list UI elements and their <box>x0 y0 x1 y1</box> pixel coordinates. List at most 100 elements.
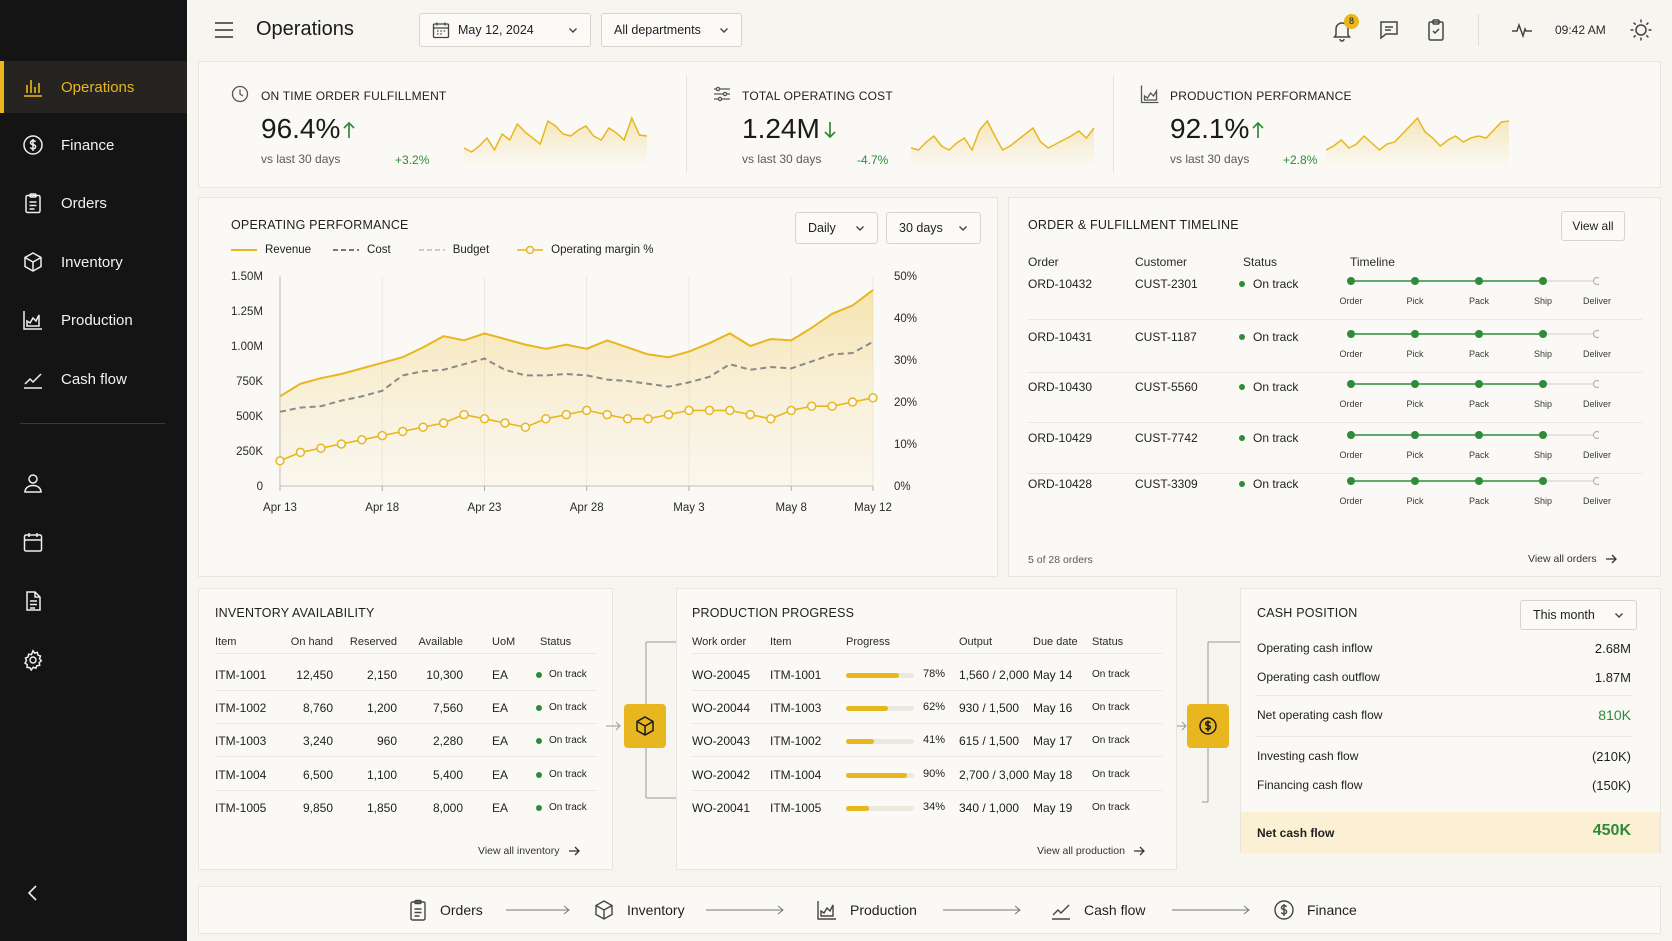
customer-id: CUST-7742 <box>1135 431 1198 445</box>
column-header: Timeline <box>1350 255 1395 269</box>
customer-id: CUST-5560 <box>1135 380 1198 394</box>
flow-step-orders[interactable]: Orders <box>408 899 483 921</box>
period-value: Daily <box>808 221 836 235</box>
stage-complete-dot <box>1539 431 1547 439</box>
status-dot <box>536 671 542 678</box>
margin-point <box>602 409 612 420</box>
factory-chart-icon <box>817 901 836 920</box>
sparkline-line <box>1326 116 1510 151</box>
date-picker[interactable]: May 12, 2024 <box>419 13 591 47</box>
notifications-button[interactable]: 8 <box>1331 14 1359 42</box>
collapse-chevron-icon[interactable] <box>22 882 44 904</box>
status-label: On track <box>1253 431 1299 445</box>
sun-icon[interactable] <box>1629 18 1653 42</box>
stage-label: Ship <box>1533 496 1553 506</box>
flow-step-production[interactable]: Production <box>816 899 917 921</box>
department-select[interactable]: All departments <box>601 13 742 47</box>
margin-point <box>418 422 428 432</box>
cash-row-value: (150K) <box>1591 778 1631 793</box>
cash-row-value: 1.87M <box>1594 670 1631 685</box>
order-id[interactable]: ORD-10431 <box>1028 330 1093 344</box>
view-all-production-link[interactable]: View all production <box>1037 845 1145 857</box>
flow-step-finance[interactable]: Finance <box>1273 899 1357 921</box>
output-value: 930 / 1,500 <box>959 701 1020 715</box>
work-order-id[interactable]: WO-20041 <box>692 801 751 815</box>
sidebar-item-production[interactable]: Production <box>0 294 187 346</box>
clipboard-check-icon[interactable] <box>1425 18 1447 42</box>
period-select[interactable]: Daily <box>795 212 878 244</box>
margin-point <box>684 405 694 416</box>
net-cash-flow-label: Net cash flow <box>1257 826 1335 840</box>
chevron-down-icon <box>856 226 864 231</box>
sparkline-area <box>464 118 647 168</box>
trend-line-icon <box>1052 904 1070 920</box>
row-divider <box>215 756 597 757</box>
inventory-cell: 2,150 <box>366 668 397 682</box>
order-id[interactable]: ORD-10428 <box>1028 477 1093 491</box>
work-order-id[interactable]: WO-20043 <box>692 734 751 748</box>
box-icon <box>636 716 654 736</box>
row-divider <box>1028 372 1642 373</box>
margin-point <box>377 430 387 441</box>
column-header: Order <box>1028 255 1059 269</box>
view-all-orders-link[interactable]: View all orders <box>1528 553 1617 565</box>
calendar-icon[interactable] <box>22 531 44 553</box>
progress-bar <box>846 773 914 778</box>
column-header: Item <box>215 636 237 648</box>
menu-icon[interactable] <box>213 20 235 40</box>
flow-step-cash-flow[interactable]: Cash flow <box>1050 899 1145 921</box>
margin-point <box>397 426 408 437</box>
top-bar: Operations May 12, 2024 All departments … <box>187 0 1672 60</box>
stage-complete-dot <box>1475 477 1483 485</box>
clipboard-icon <box>25 193 41 214</box>
sidebar-item-cash-flow[interactable]: Cash flow <box>0 353 187 405</box>
range-select[interactable]: 30 days <box>886 212 981 244</box>
order-id[interactable]: ORD-10432 <box>1028 277 1093 291</box>
work-order-id[interactable]: WO-20044 <box>692 701 751 715</box>
revenue-line <box>279 289 874 398</box>
cash-row-label: Operating cash inflow <box>1257 641 1373 655</box>
x-tick-label: May 8 <box>776 502 807 514</box>
x-tick-label: Apr 28 <box>570 502 604 514</box>
progress-bar-fill <box>846 706 889 711</box>
stage-label: Pick <box>1406 496 1424 506</box>
sidebar-item-operations[interactable]: Operations <box>0 61 187 113</box>
sidebar-item-inventory[interactable]: Inventory <box>0 236 187 288</box>
work-order-id[interactable]: WO-20045 <box>692 668 751 682</box>
flow-step-inventory[interactable]: Inventory <box>593 899 685 921</box>
margin-point <box>806 401 817 411</box>
status-dot <box>1239 334 1245 340</box>
row-divider <box>1028 319 1642 320</box>
order-id[interactable]: ORD-10429 <box>1028 431 1093 445</box>
chevron-down-icon <box>720 28 728 33</box>
sidebar-item-orders[interactable]: Orders <box>0 177 187 229</box>
order-timeline-card: ORDER & FULFILLMENT TIMELINE View all Or… <box>1008 197 1661 577</box>
item-id: ITM-1001 <box>770 668 822 682</box>
progress-percent: 34% <box>923 801 946 813</box>
arrow-right-icon <box>1605 554 1617 564</box>
column-header: UoM <box>492 636 516 648</box>
stage-label: Order <box>1339 399 1363 409</box>
status-label: On track <box>1253 277 1299 291</box>
output-value: 340 / 1,000 <box>959 801 1020 815</box>
cash-period-select[interactable]: This month <box>1520 600 1637 630</box>
row-divider <box>215 790 597 791</box>
sidebar-item-finance[interactable]: Finance <box>0 119 187 171</box>
document-icon[interactable] <box>22 590 44 612</box>
stage-label: Pack <box>1468 496 1490 506</box>
work-order-id[interactable]: WO-20042 <box>692 768 751 782</box>
message-icon[interactable] <box>1378 19 1400 41</box>
status-dot <box>536 737 542 744</box>
gear-icon[interactable] <box>22 649 44 671</box>
y2-tick-label: 0% <box>894 481 911 493</box>
view-all-inventory-link[interactable]: View all inventory <box>478 845 580 857</box>
view-all-button[interactable]: View all <box>1561 211 1625 241</box>
stage-label: Order <box>1339 496 1363 506</box>
activity-pulse-icon[interactable] <box>1511 20 1533 40</box>
cash-position-card: CASH POSITION This month Operating cash … <box>1240 588 1661 853</box>
user-icon[interactable] <box>22 472 44 494</box>
sidebar-item-label: Production <box>61 311 133 329</box>
order-id[interactable]: ORD-10430 <box>1028 380 1093 394</box>
row-divider <box>1257 695 1633 696</box>
cost-line <box>279 340 874 413</box>
